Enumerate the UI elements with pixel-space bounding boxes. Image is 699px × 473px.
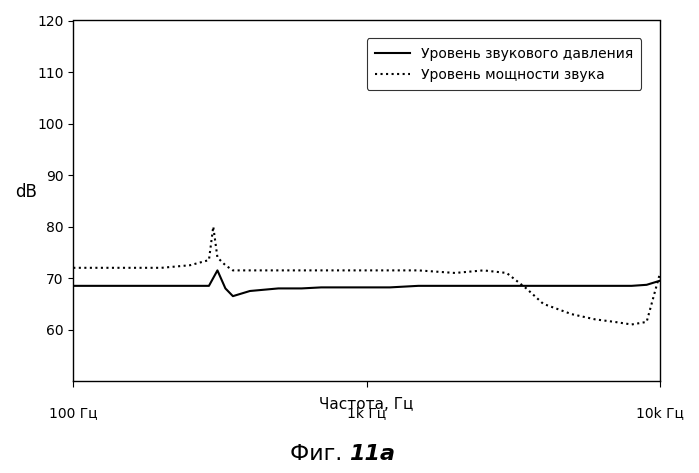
Уровень мощности звука [539,301,547,307]
Уровень мощности звука [451,270,459,276]
Уровень звукового давления [246,288,254,294]
Уровень мощности звука [69,265,78,271]
Уровень звукового давления [213,268,222,273]
Уровень мощности звука [274,268,282,273]
Уровень мощности звука [334,268,343,273]
Уровень мощности звука [363,268,371,273]
Уровень звукового давления [386,285,394,290]
Уровень звукового давления [363,285,371,290]
Уровень мощности звука [656,270,664,276]
Уровень звукового давления [628,283,636,289]
X-axis label: Частота, Гц: Частота, Гц [319,397,414,412]
Уровень звукового давления [656,278,664,283]
Уровень звукового давления [317,285,326,290]
Уровень мощности звука [610,319,619,325]
Text: 10k Гц: 10k Гц [636,406,684,420]
Уровень мощности звука [386,268,394,273]
Уровень мощности звука [414,268,422,273]
Уровень звукового давления [349,285,357,290]
Уровень звукового давления [229,293,237,299]
Уровень звукового давления [591,283,599,289]
Уровень звукового давления [186,283,194,289]
Уровень мощности звука [349,268,357,273]
Уровень звукового давления [69,283,78,289]
Уровень мощности звука [628,322,636,327]
Уровень звукового давления [503,283,511,289]
Уровень мощности звука [221,263,229,268]
Уровень звукового давления [539,283,547,289]
Line: Уровень мощности звука: Уровень мощности звука [73,227,660,324]
Line: Уровень звукового давления: Уровень звукового давления [73,271,660,296]
Уровень звукового давления [610,283,619,289]
Уровень звукового давления [274,286,282,291]
Уровень мощности звука [121,265,129,271]
Уровень звукового давления [334,285,343,290]
Y-axis label: dB: dB [15,183,37,201]
Уровень мощности звука [591,316,599,322]
Уровень звукового давления [568,283,576,289]
Уровень мощности звука [157,265,166,271]
Уровень звукового давления [480,283,488,289]
Уровень мощности звука [209,224,217,229]
Уровень мощности звука [261,268,269,273]
Legend: Уровень звукового давления, Уровень мощности звука: Уровень звукового давления, Уровень мощн… [367,38,642,90]
Уровень звукового давления [157,283,166,289]
Уровень мощности звука [522,286,531,291]
Уровень звукового давления [414,283,422,289]
Уровень звукового давления [451,283,459,289]
Уровень мощности звука [317,268,326,273]
Уровень мощности звука [213,254,222,260]
Text: 11а: 11а [350,444,396,464]
Text: Фиг.: Фиг. [290,444,350,464]
Уровень звукового давления [221,286,229,291]
Уровень звукового давления [642,282,651,288]
Уровень мощности звука [480,268,488,273]
Уровень мощности звука [205,257,213,263]
Уровень мощности звука [642,319,651,325]
Уровень мощности звука [503,270,511,276]
Уровень мощности звука [229,268,237,273]
Уровень мощности звука [297,268,305,273]
Уровень мощности звука [568,311,576,317]
Уровень мощности звука [246,268,254,273]
Уровень мощности звука [186,263,194,268]
Уровень звукового давления [297,286,305,291]
Уровень звукового давления [121,283,129,289]
Text: 100 Гц: 100 Гц [49,406,98,420]
Уровень звукового давления [205,283,213,289]
Text: 1k Гц: 1k Гц [347,406,387,420]
